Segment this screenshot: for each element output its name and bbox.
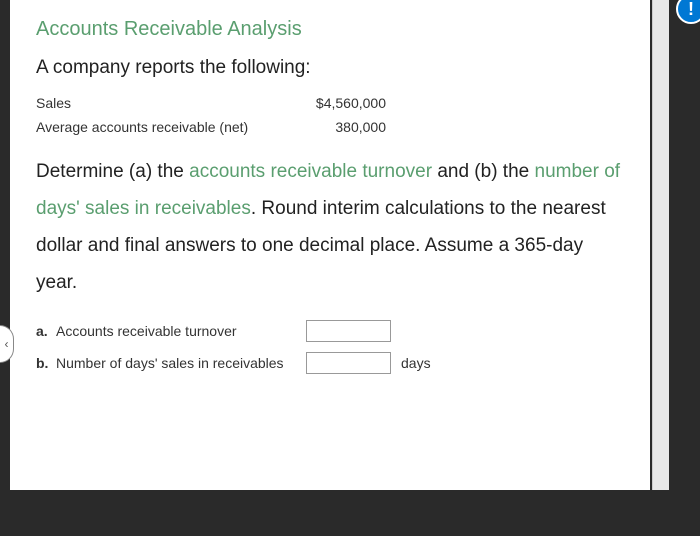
answer-letter: b. bbox=[36, 355, 56, 371]
data-value: $4,560,000 bbox=[276, 95, 386, 111]
answer-label: Accounts receivable turnover bbox=[56, 323, 306, 339]
term-ar-turnover: accounts receivable turnover bbox=[189, 161, 432, 182]
table-row: Sales $4,560,000 bbox=[36, 91, 624, 115]
answer-row-a: a. Accounts receivable turnover bbox=[36, 315, 624, 347]
chevron-left-icon: ‹ bbox=[5, 337, 9, 351]
intro-text: A company reports the following: bbox=[36, 57, 624, 79]
answer-row-b: b. Number of days' sales in receivables … bbox=[36, 347, 624, 379]
instructions-text: Determine (a) the accounts receivable tu… bbox=[36, 153, 624, 301]
data-table: Sales $4,560,000 Average accounts receiv… bbox=[36, 91, 624, 139]
data-value: 380,000 bbox=[276, 119, 386, 135]
data-label: Average accounts receivable (net) bbox=[36, 119, 276, 135]
answer-letter: a. bbox=[36, 323, 56, 339]
instr-seg: and (b) the bbox=[432, 161, 534, 182]
instr-seg: Determine (a) the bbox=[36, 161, 189, 182]
content-page: Accounts Receivable Analysis A company r… bbox=[10, 0, 650, 490]
data-label: Sales bbox=[36, 95, 276, 111]
page-title: Accounts Receivable Analysis bbox=[36, 18, 624, 41]
help-icon[interactable]: ! bbox=[676, 0, 700, 24]
answer-label: Number of days' sales in receivables bbox=[56, 355, 306, 371]
answer-input-b[interactable] bbox=[306, 352, 391, 374]
scrollbar-track[interactable] bbox=[652, 0, 669, 490]
answer-input-a[interactable] bbox=[306, 320, 391, 342]
answer-unit: days bbox=[401, 355, 431, 371]
help-icon-glyph: ! bbox=[688, 0, 694, 20]
table-row: Average accounts receivable (net) 380,00… bbox=[36, 115, 624, 139]
